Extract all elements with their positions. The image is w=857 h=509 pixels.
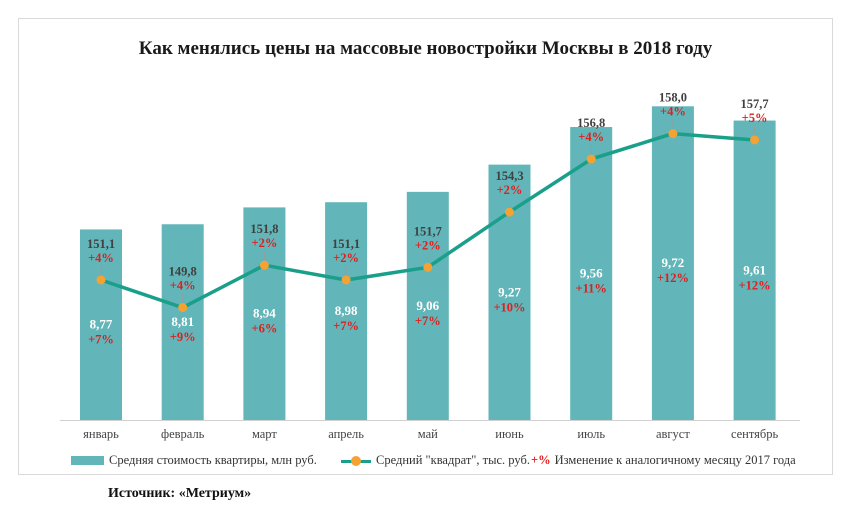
line-value-label: 151,7: [414, 224, 442, 238]
bar-change-label: +12%: [657, 271, 689, 285]
legend-change-label: Изменение к аналогичному месяцу 2017 год…: [554, 453, 796, 467]
bar-change-label: +9%: [170, 330, 196, 344]
line-change-label: +4%: [170, 279, 196, 293]
x-tick-label: июль: [577, 427, 605, 441]
x-tick-label: март: [252, 427, 277, 441]
bar-4: [325, 202, 368, 420]
x-tick-label: июнь: [495, 427, 524, 441]
bar-change-label: +7%: [415, 314, 441, 328]
bar-9: [733, 120, 776, 421]
line-change-label: +4%: [88, 251, 114, 265]
bar-2: [161, 224, 204, 420]
bar-value-label: 8,94: [253, 306, 276, 321]
line-value-label: 149,8: [169, 265, 197, 279]
legend-change-key: +%: [531, 453, 551, 467]
bar-change-label: +6%: [251, 322, 277, 336]
line-change-label: +5%: [742, 111, 768, 125]
line-point-1: [96, 275, 106, 285]
legend-line-label: Средний "квадрат", тыс. руб.: [376, 453, 530, 467]
legend-bar-label: Средняя стоимость квартиры, млн руб.: [109, 453, 317, 467]
x-tick-label: август: [656, 427, 690, 441]
bar-6: [488, 164, 531, 420]
line-change-label: +2%: [415, 238, 441, 252]
line-value-label: 151,1: [332, 237, 360, 251]
line-value-label: 151,8: [250, 222, 278, 236]
line-change-label: +2%: [497, 183, 523, 197]
line-value-label: 151,1: [87, 237, 115, 251]
line-change-label: +2%: [251, 236, 277, 250]
bar-change-label: +11%: [575, 282, 606, 296]
line-change-label: +4%: [578, 130, 604, 144]
chart-title: Как менялись цены на массовые новостройк…: [138, 38, 713, 59]
legend-item-line: Средний "квадрат", тыс. руб.: [341, 453, 530, 468]
line-point-4: [341, 275, 351, 285]
line-point-9: [750, 135, 760, 145]
legend-item-bar: Средняя стоимость квартиры, млн руб.: [71, 453, 317, 468]
line-change-label: +2%: [333, 251, 359, 265]
legend-bar-swatch: [71, 456, 104, 465]
line-point-7: [586, 154, 596, 164]
bar-change-label: +12%: [739, 278, 771, 292]
x-tick-label: сентябрь: [731, 427, 779, 441]
bar-value-label: 9,61: [743, 262, 766, 277]
bar-1: [80, 229, 122, 420]
bar-value-label: 8,98: [335, 303, 358, 318]
line-point-3: [259, 260, 269, 270]
bar-8: [651, 106, 694, 420]
bar-value-label: 9,06: [416, 298, 439, 313]
line-value-label: 157,7: [741, 97, 769, 111]
line-change-label: +4%: [660, 105, 686, 119]
x-tick-label: май: [418, 427, 438, 441]
bar-value-label: 8,77: [90, 317, 113, 332]
bar-value-label: 8,81: [171, 314, 194, 329]
x-tick-label: февраль: [161, 427, 205, 441]
line-value-label: 156,8: [577, 116, 605, 130]
x-tick-label: апрель: [328, 427, 364, 441]
line-point-2: [178, 303, 188, 313]
legend-item-change: +% Изменение к аналогичному месяцу 2017 …: [531, 453, 796, 468]
chart-legend: Средняя стоимость квартиры, млн руб. Сре…: [18, 453, 833, 469]
line-point-8: [668, 129, 678, 139]
bar-7: [570, 127, 613, 420]
line-point-5: [423, 262, 433, 272]
bar-change-label: +7%: [88, 333, 114, 347]
bar-change-label: +10%: [493, 300, 525, 314]
line-point-6: [505, 207, 514, 217]
bar-3: [243, 207, 286, 420]
source-note: Источник: «Метриум»: [108, 486, 252, 501]
line-value-label: 158,0: [659, 91, 687, 105]
bar-5: [406, 191, 449, 420]
legend-line-swatch: [341, 455, 371, 466]
line-value-label: 154,3: [495, 169, 523, 183]
bar-change-label: +7%: [333, 319, 359, 333]
bar-value-label: 9,27: [498, 284, 521, 299]
bar-value-label: 9,56: [580, 266, 603, 281]
x-tick-label: январь: [83, 427, 119, 441]
bar-value-label: 9,72: [662, 255, 685, 270]
